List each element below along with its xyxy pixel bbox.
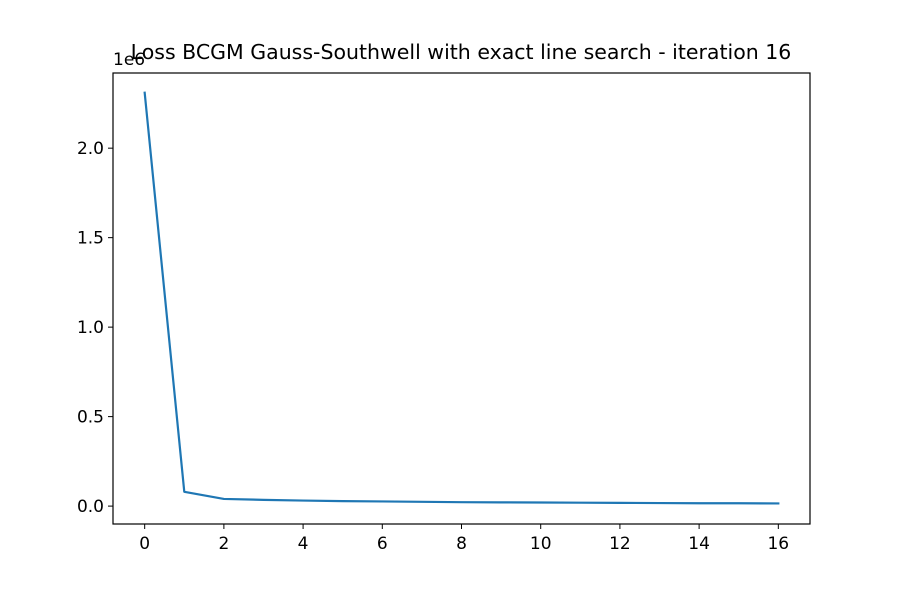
x-tick-label: 8 <box>456 534 467 554</box>
y-tick-label: 2.0 <box>77 139 104 159</box>
y-tick-label: 0.5 <box>77 408 104 428</box>
y-tick-label: 1.0 <box>77 318 104 338</box>
x-tick-label: 0 <box>139 534 150 554</box>
x-tick-label: 10 <box>530 534 552 554</box>
x-tick-label: 14 <box>688 534 710 554</box>
x-tick-label: 6 <box>377 534 388 554</box>
chart-title: Loss BCGM Gauss-Southwell with exact lin… <box>131 40 792 64</box>
y-tick-label: 1.5 <box>77 229 104 249</box>
x-axis: 0 2 4 6 8 10 12 14 16 <box>139 524 789 554</box>
y-axis: 0.0 0.5 1.0 1.5 2.0 <box>77 139 113 517</box>
y-offset-label: 1e6 <box>113 50 145 70</box>
x-tick-label: 12 <box>609 534 631 554</box>
x-tick-label: 4 <box>298 534 309 554</box>
x-tick-label: 16 <box>767 534 789 554</box>
y-tick-label: 0.0 <box>77 497 104 517</box>
series-line <box>143 91 780 505</box>
x-tick-label: 2 <box>218 534 229 554</box>
